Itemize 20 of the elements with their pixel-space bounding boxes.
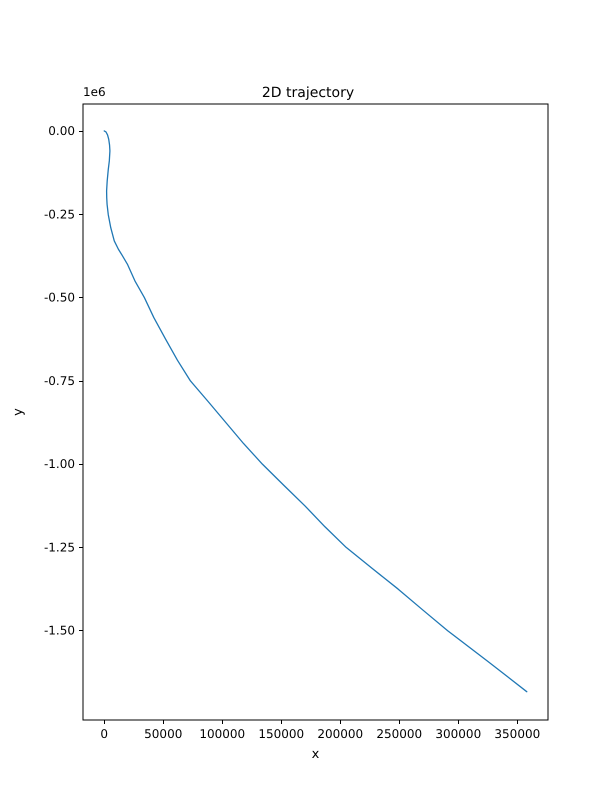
y-tick-label: -1.50 [44, 624, 75, 638]
y-tick-label: -0.50 [44, 290, 75, 305]
chart-title: 2D trajectory [262, 85, 354, 101]
x-axis-title: x [312, 747, 320, 762]
x-tick-label: 0 [100, 727, 108, 741]
x-tick-label: 350000 [494, 727, 540, 741]
text: 1e6 [83, 85, 106, 99]
x-tick-label: 50000 [144, 727, 182, 741]
x-tick-label: 200000 [317, 727, 364, 741]
y-axis-title: y [11, 408, 26, 416]
y-tick-label: -1.25 [44, 540, 75, 554]
x-tick-label: 100000 [199, 727, 246, 741]
y-tick-label: 0.00 [48, 124, 75, 138]
y-tick-label: -0.25 [44, 207, 75, 222]
x-tick-label: 300000 [435, 727, 482, 741]
x-tick-label: 150000 [258, 727, 304, 741]
line-series [104, 130, 528, 692]
y-tick-label: -0.75 [44, 374, 75, 388]
y-tick-label: -1.00 [44, 457, 75, 472]
x-tick-label: 250000 [376, 727, 422, 741]
